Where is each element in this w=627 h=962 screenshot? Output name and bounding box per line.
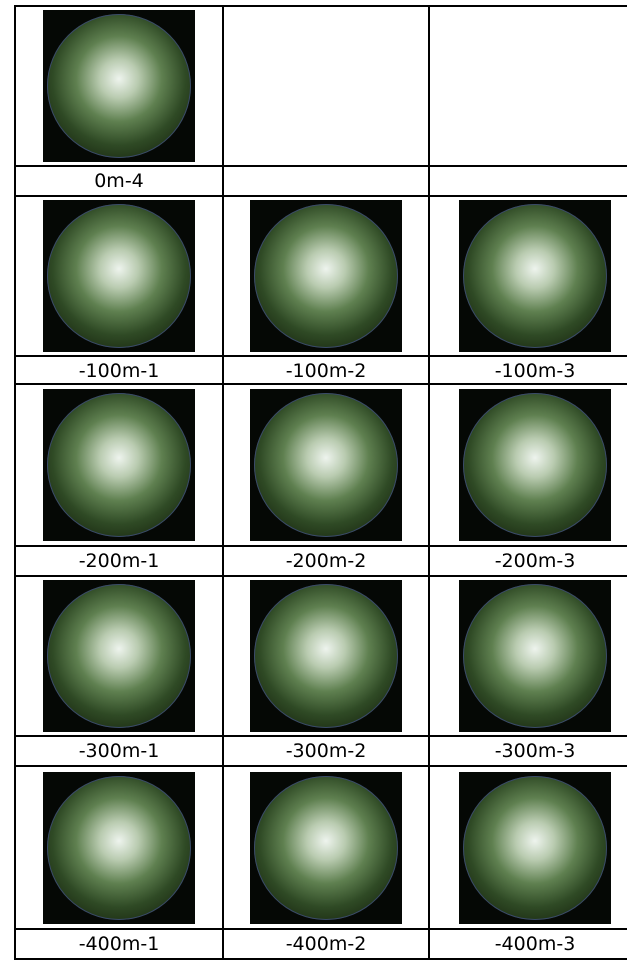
caption-cell [428,165,627,195]
canopy-image [47,775,191,920]
fisheye-photo [250,771,402,924]
caption: -300m-1 [78,740,160,762]
image-cell [428,765,627,928]
caption: -400m-3 [494,933,576,955]
caption-cell [222,165,428,195]
fisheye-photo [459,389,611,541]
caption: -300m-3 [494,740,576,762]
caption: -300m-2 [285,740,367,762]
caption: -100m-3 [494,360,576,382]
image-cell [428,5,627,165]
caption-cell: -400m-1 [14,928,222,958]
fisheye-photo [43,580,195,732]
caption-cell: -200m-3 [428,545,627,575]
caption: -400m-2 [285,933,367,955]
canopy-image [47,393,191,537]
fisheye-photo [250,580,402,732]
caption: -200m-1 [78,550,160,572]
canopy-image [463,584,607,728]
caption: -400m-1 [78,933,160,955]
image-cell [222,575,428,735]
caption-cell: -100m-2 [222,355,428,383]
caption-cell: -400m-2 [222,928,428,958]
image-cell [14,765,222,928]
canopy-image [254,775,398,920]
caption: 0m-4 [94,170,144,192]
image-cell [14,5,222,165]
caption-cell: 0m-4 [14,165,222,195]
caption-cell: -300m-1 [14,735,222,765]
canopy-image [254,584,398,728]
caption: -200m-2 [285,550,367,572]
image-cell [222,5,428,165]
caption: -100m-2 [285,360,367,382]
image-cell [14,383,222,545]
canopy-image [47,204,191,348]
image-cell [222,765,428,928]
canopy-image [254,393,398,537]
fisheye-photo [43,10,195,162]
image-cell [14,195,222,355]
fisheye-photo [459,200,611,352]
image-cell [428,575,627,735]
fisheye-photo [250,200,402,352]
caption-cell: -200m-1 [14,545,222,575]
canopy-image [254,204,398,348]
caption-cell: -100m-1 [14,355,222,383]
fisheye-photo [459,771,611,924]
caption-cell: -300m-2 [222,735,428,765]
image-cell [428,383,627,545]
fisheye-photo [43,200,195,352]
caption-cell: -100m-3 [428,355,627,383]
caption: -100m-1 [78,360,160,382]
caption-cell: -300m-3 [428,735,627,765]
fisheye-photo [459,580,611,732]
table-border [14,958,627,960]
image-cell [222,383,428,545]
canopy-image [463,775,607,920]
canopy-image [47,584,191,728]
canopy-image [47,14,191,158]
fisheye-photo [250,389,402,541]
caption: -200m-3 [494,550,576,572]
caption-cell: -400m-3 [428,928,627,958]
canopy-image [463,393,607,537]
image-cell [428,195,627,355]
fisheye-photo [43,771,195,924]
image-cell [222,195,428,355]
image-cell [14,575,222,735]
canopy-image [463,204,607,348]
caption-cell: -200m-2 [222,545,428,575]
fisheye-photo [43,389,195,541]
